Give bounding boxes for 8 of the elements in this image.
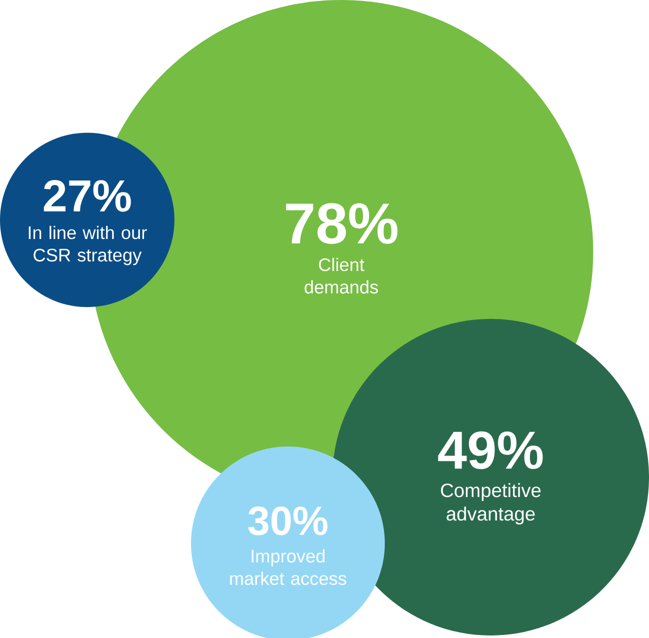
data-label: 30%: [248, 506, 328, 536]
data-label: 49%: [438, 431, 543, 469]
category-label: In line with our CSR strategy: [28, 226, 147, 265]
category-label: Improved market access: [230, 549, 346, 585]
data-label: 78%: [286, 202, 398, 244]
category-label: Client demands: [304, 258, 378, 294]
category-label: Competitive advantage: [440, 482, 541, 524]
data-label: 27%: [44, 180, 131, 212]
